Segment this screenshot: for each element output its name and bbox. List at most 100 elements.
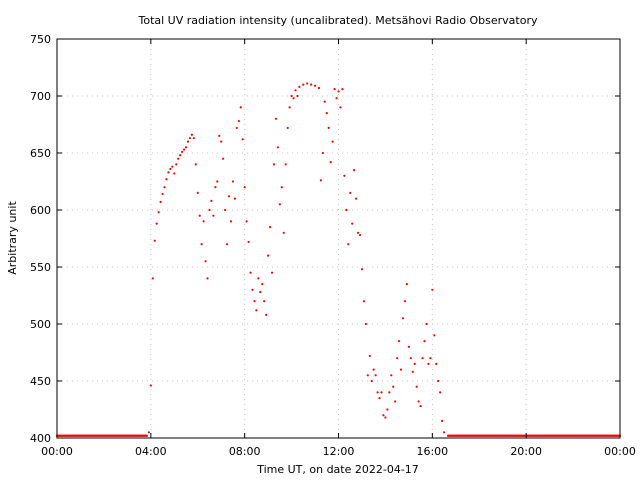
data-point [411, 370, 414, 373]
data-point [171, 165, 174, 168]
data-point [306, 82, 309, 85]
data-point [384, 416, 387, 419]
data-point [190, 133, 193, 136]
data-point [218, 134, 221, 137]
data-point [181, 150, 184, 153]
data-point [347, 243, 350, 246]
data-point [372, 368, 375, 371]
y-tick-label: 450 [30, 375, 51, 388]
x-tick-label: 12:00 [323, 445, 355, 458]
data-point [169, 167, 172, 171]
data-point [231, 180, 235, 183]
data-point [327, 126, 330, 130]
data-point [239, 106, 242, 109]
data-point [427, 362, 430, 365]
data-point [353, 169, 356, 172]
data-point [216, 180, 219, 183]
data-point [419, 404, 422, 408]
data-point [333, 88, 336, 91]
data-point [398, 340, 401, 343]
data-point [220, 140, 223, 143]
data-point [366, 374, 369, 377]
data-point [290, 94, 293, 98]
data-point [388, 391, 391, 394]
y-tick-label: 700 [30, 90, 51, 103]
data-point [265, 313, 268, 316]
plot-frame [56, 38, 621, 439]
data-point [382, 414, 385, 417]
data-point [435, 362, 438, 365]
y-tick-label: 750 [30, 33, 51, 46]
data-point [276, 146, 279, 149]
data-point [194, 163, 197, 166]
x-tick-labels: 00:00 04:00 08:00 12:00 16:00 20:00 00:00 [41, 445, 636, 458]
data-point [272, 163, 276, 166]
data-point [233, 197, 236, 200]
data-point [341, 88, 344, 91]
data-point [337, 90, 340, 93]
data-point [319, 179, 323, 182]
data-point [159, 200, 162, 204]
data-point [323, 100, 326, 103]
data-point [214, 186, 217, 189]
data-point [354, 197, 358, 200]
data-point [249, 271, 252, 274]
data-point [425, 322, 428, 326]
y-tick-label: 600 [30, 204, 51, 217]
data-point [173, 172, 176, 175]
data-point [317, 86, 321, 90]
data-point [151, 277, 154, 280]
data-point [294, 89, 297, 92]
data-point [235, 126, 238, 130]
data-point [188, 137, 192, 140]
data-point [196, 191, 199, 194]
data-point [243, 186, 246, 189]
data-point [329, 161, 332, 164]
data-point [370, 379, 373, 383]
data-point [147, 431, 150, 434]
data-point [415, 385, 418, 388]
data-point [163, 186, 166, 189]
data-point [423, 340, 426, 343]
data-point [442, 431, 446, 434]
data-point [292, 97, 295, 100]
data-point [208, 208, 211, 212]
data-point [360, 268, 364, 271]
y-tick-label: 400 [30, 432, 51, 445]
data-point [267, 254, 270, 257]
y-tick-label: 550 [30, 261, 51, 274]
data-point [282, 231, 285, 234]
data-point [245, 220, 248, 223]
data-point [437, 379, 440, 383]
data-point [405, 283, 409, 286]
data-point [380, 391, 383, 394]
data-point [386, 408, 389, 411]
data-point [390, 374, 393, 377]
x-tick-label: 00:00 [604, 445, 636, 458]
data-point [296, 94, 299, 98]
data-point [439, 391, 442, 394]
data-point [409, 357, 412, 360]
data-point [274, 117, 278, 120]
data-point [441, 419, 444, 422]
x-tick-label: 00:00 [41, 445, 73, 458]
y-tick-labels: 400 450 500 550 600 650 700 750 [30, 33, 51, 445]
data-point [224, 208, 227, 212]
data-point [177, 157, 180, 160]
data-point [284, 163, 287, 166]
data-point [222, 157, 225, 160]
data-point [237, 119, 240, 123]
y-tick-label: 500 [30, 318, 51, 331]
data-point [229, 220, 233, 223]
data-point [182, 148, 186, 151]
data-point [356, 231, 360, 234]
data-point [288, 106, 291, 109]
data-point [358, 233, 362, 237]
axis-ticks [56, 38, 621, 439]
data-point [335, 97, 338, 100]
data-point [407, 345, 410, 348]
x-tick-label: 20:00 [510, 445, 542, 458]
data-point [403, 300, 407, 303]
